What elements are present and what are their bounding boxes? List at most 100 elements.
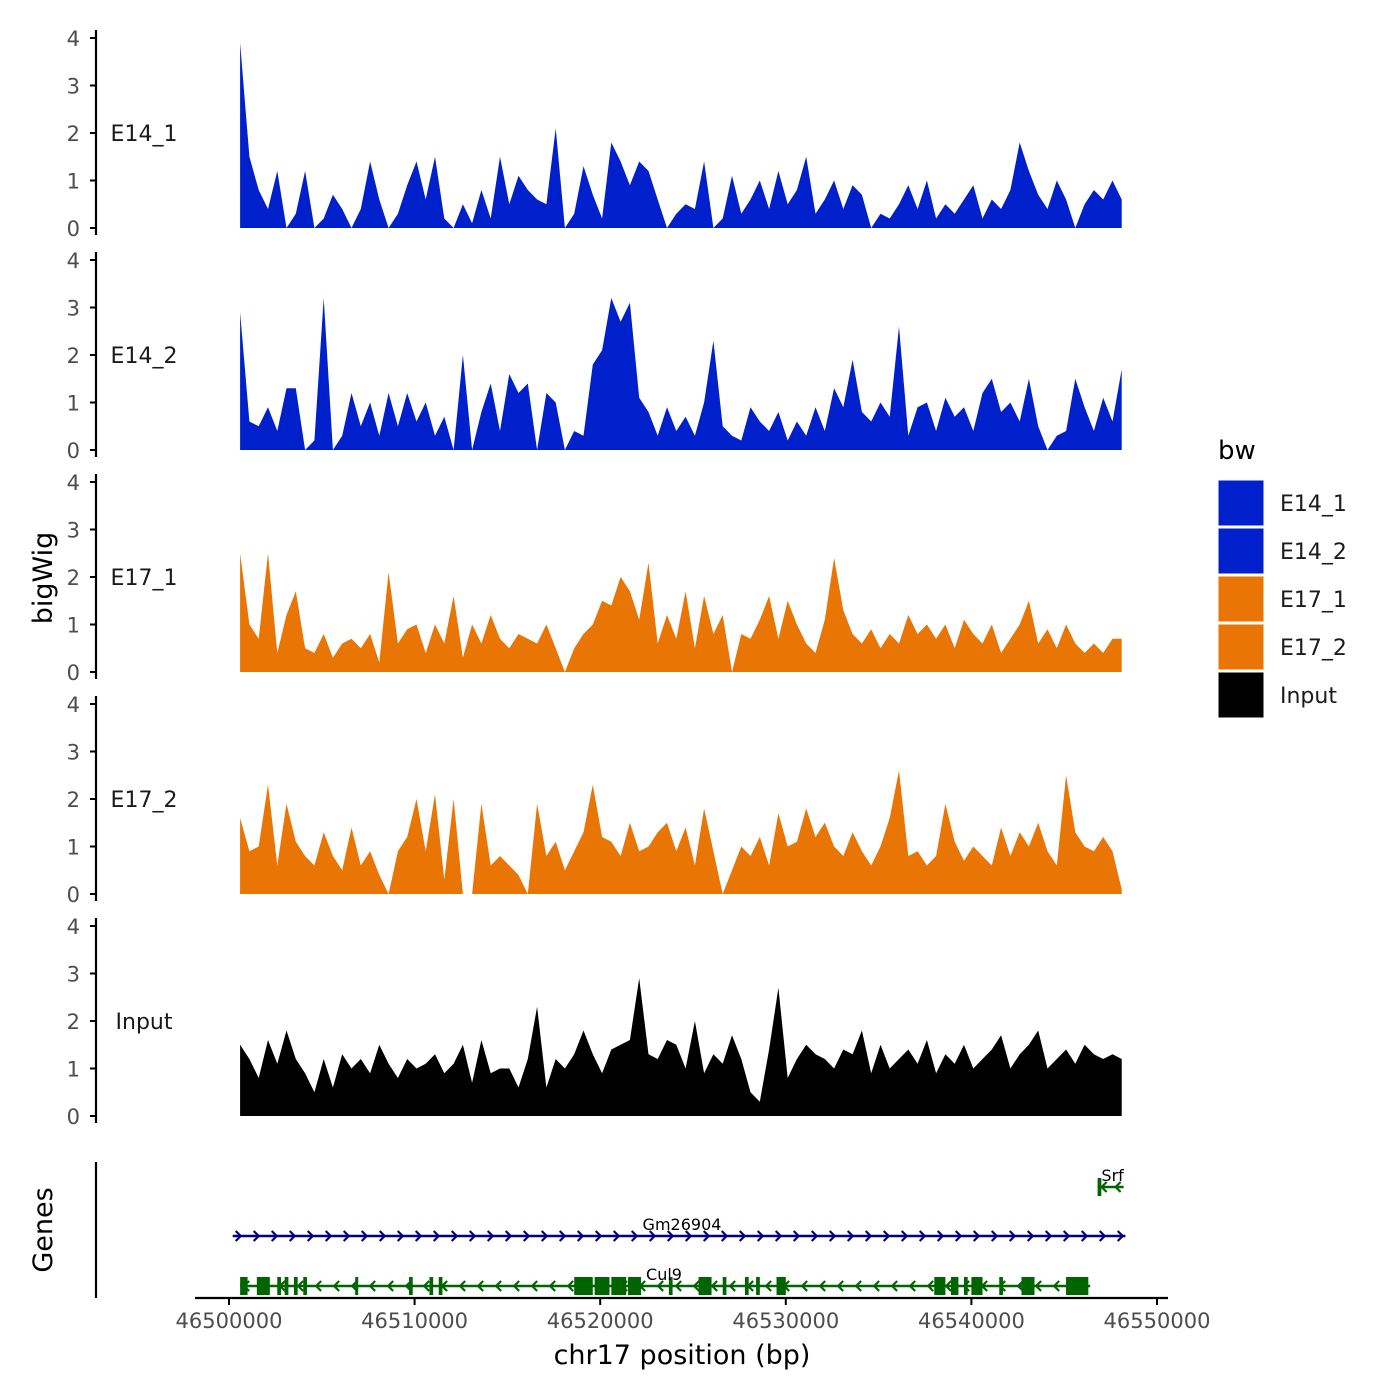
strand-arrow: [332, 1280, 340, 1292]
x-axis-title: chr17 position (bp): [554, 1340, 811, 1371]
strand-arrow: [846, 1230, 855, 1242]
y-tick-label: 4: [67, 471, 80, 495]
strand-arrow: [504, 1230, 513, 1242]
genes-panel: Genes Srf Gm26904 Cul9: [28, 1162, 1126, 1298]
coverage-area-E17_1: [240, 553, 1122, 672]
strand-arrow: [882, 1230, 891, 1242]
y-tick-label: 0: [67, 439, 80, 463]
x-tick-label: 46500000: [176, 1309, 283, 1333]
strand-arrow: [944, 1280, 952, 1292]
x-tick-label: 46510000: [361, 1309, 468, 1333]
strand-arrow: [548, 1280, 556, 1292]
strand-arrow: [1114, 1181, 1122, 1193]
coverage-area-E14_2: [240, 298, 1122, 450]
genes-panel-label: Genes: [28, 1187, 59, 1272]
track-E17_2: 0 1 2 3 4 E17_2: [67, 693, 1122, 907]
strand-arrow: [306, 1230, 315, 1242]
strand-arrow: [1098, 1230, 1107, 1242]
strand-arrow: [314, 1280, 322, 1292]
exon: [628, 1277, 642, 1295]
strand-arrow: [558, 1230, 567, 1242]
strand-arrow: [476, 1280, 484, 1292]
strand-arrow: [648, 1230, 657, 1242]
y-tick-label: 1: [67, 836, 80, 860]
strand-arrow: [458, 1280, 466, 1292]
strand-arrow: [728, 1280, 736, 1292]
exon: [284, 1277, 289, 1295]
y-tick-label: 4: [67, 693, 80, 717]
legend-entry-E17_1: E17_1: [1217, 575, 1347, 623]
exon: [934, 1277, 946, 1295]
strand-arrow: [234, 1230, 243, 1242]
strand-arrow: [342, 1230, 351, 1242]
y-tick-label: 1: [67, 170, 80, 194]
legend-entry-E14_1: E14_1: [1217, 479, 1347, 527]
strand-arrow: [990, 1230, 999, 1242]
strand-arrow: [1116, 1230, 1125, 1242]
strand-arrow: [702, 1230, 711, 1242]
exon: [409, 1277, 413, 1295]
exon: [277, 1277, 281, 1295]
strand-arrow: [936, 1230, 945, 1242]
strand-arrow: [926, 1280, 934, 1292]
strand-arrow: [432, 1230, 441, 1242]
coverage-area-Input: [240, 978, 1122, 1116]
exon: [594, 1277, 610, 1295]
exon: [611, 1277, 627, 1295]
strand-arrow: [890, 1280, 898, 1292]
legend-label: E17_1: [1280, 588, 1347, 613]
strand-arrow: [666, 1230, 675, 1242]
strand-arrow: [368, 1280, 376, 1292]
y-tick-label: 1: [67, 1058, 80, 1082]
y-tick-label: 1: [67, 392, 80, 416]
y-tick-label: 4: [67, 249, 80, 273]
coverage-tracks: 0 1 2 3 4 E14_1 0 1 2 3 4 E14_2 0 1 2 3 4 E17_1 0 1 2 3 4 E17_2…: [67, 27, 1122, 1129]
y-tick-label: 1: [67, 614, 80, 638]
exon: [293, 1277, 298, 1295]
exon: [438, 1277, 443, 1295]
gene-label: Gm26904: [643, 1215, 722, 1234]
legend-swatch: [1217, 479, 1265, 527]
y-tick-label: 0: [67, 1105, 80, 1129]
track-E14_1: 0 1 2 3 4 E14_1: [67, 27, 1122, 241]
strand-arrow: [872, 1280, 880, 1292]
strand-arrow: [792, 1230, 801, 1242]
strand-arrow: [954, 1230, 963, 1242]
strand-arrow: [854, 1280, 862, 1292]
x-tick-label: 46540000: [918, 1309, 1025, 1333]
strand-arrow: [1034, 1280, 1042, 1292]
strand-arrow: [270, 1230, 279, 1242]
y-tick-label: 2: [67, 1010, 80, 1034]
track-E14_2: 0 1 2 3 4 E14_2: [67, 249, 1122, 463]
strand-arrow: [296, 1280, 304, 1292]
y-tick-label: 4: [67, 27, 80, 51]
exon: [429, 1277, 434, 1295]
strand-arrow: [764, 1280, 772, 1292]
legend-swatch: [1217, 527, 1265, 575]
exon: [1021, 1277, 1035, 1295]
strand-arrow: [1008, 1230, 1017, 1242]
strand-arrow: [386, 1280, 394, 1292]
legend-swatch: [1217, 671, 1265, 719]
strand-arrow: [674, 1280, 682, 1292]
x-ticks: 46500000 46510000 46520000 46530000 46540000…: [176, 1298, 1210, 1333]
strand-arrow: [1044, 1230, 1053, 1242]
legend-label: E17_2: [1280, 636, 1347, 661]
track-label: Input: [116, 1010, 173, 1035]
strand-arrow: [494, 1280, 502, 1292]
exon: [971, 1277, 983, 1295]
exon: [355, 1277, 359, 1295]
exon: [963, 1277, 968, 1295]
y-tick-label: 3: [67, 963, 80, 987]
strand-arrow: [1062, 1230, 1071, 1242]
exon: [950, 1277, 959, 1295]
legend-entries: E14_1 E14_2 E17_1 E17_2 Input: [1217, 479, 1347, 719]
legend-title: bw: [1218, 436, 1256, 466]
y-tick-label: 3: [67, 297, 80, 321]
strand-arrow: [692, 1280, 700, 1292]
y-tick-label: 3: [67, 741, 80, 765]
exon: [668, 1277, 673, 1295]
strand-arrow: [810, 1230, 819, 1242]
track-label: E17_2: [111, 788, 178, 813]
